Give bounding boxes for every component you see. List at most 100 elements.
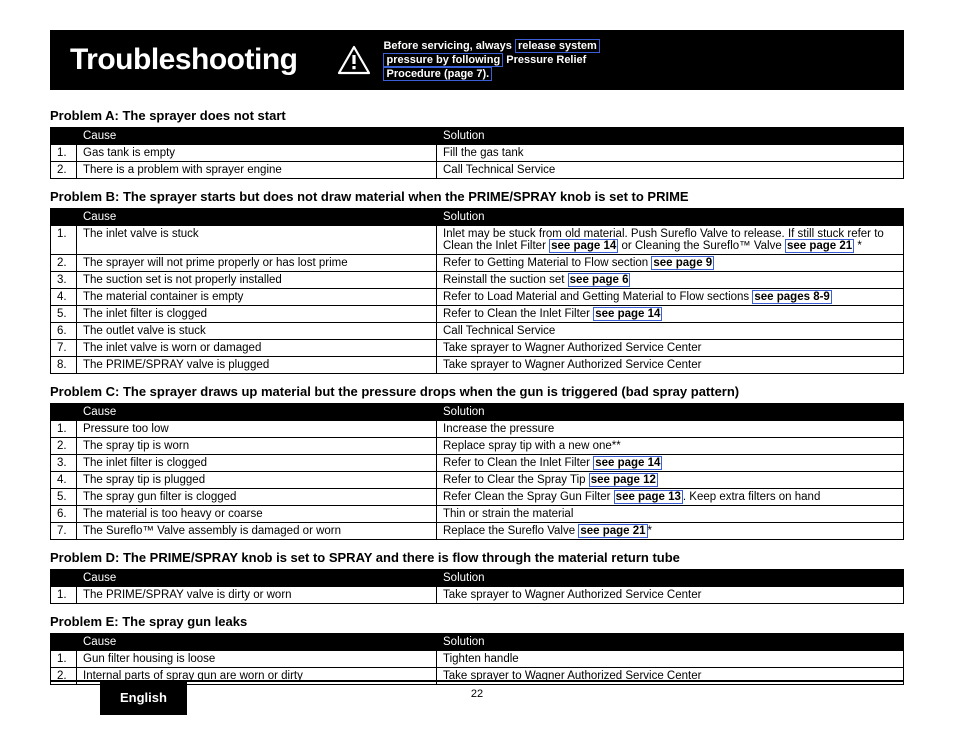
col-num <box>51 634 77 651</box>
solution-cell: Replace the Sureflo Valve see page 21* <box>437 523 904 540</box>
header-warning-text: Before servicing, always release system … <box>383 39 599 82</box>
cause-cell: Gun filter housing is loose <box>77 651 437 668</box>
col-num <box>51 404 77 421</box>
page-ref-link[interactable]: see page 14 <box>593 456 662 470</box>
table-row: 2.There is a problem with sprayer engine… <box>51 162 904 179</box>
cause-cell: The material container is empty <box>77 289 437 306</box>
solution-cell: Take sprayer to Wagner Authorized Servic… <box>437 340 904 357</box>
problem-a-table: Cause Solution 1.Gas tank is emptyFill t… <box>50 127 904 179</box>
problem-e-table: Cause Solution 1.Gun filter housing is l… <box>50 633 904 685</box>
row-number: 7. <box>51 523 77 540</box>
warning-link[interactable]: release system <box>515 39 600 53</box>
cause-cell: The spray tip is worn <box>77 438 437 455</box>
col-cause: Cause <box>77 404 437 421</box>
problem-c-title: Problem C: The sprayer draws up material… <box>50 384 904 399</box>
row-number: 4. <box>51 289 77 306</box>
solution-cell: Replace spray tip with a new one** <box>437 438 904 455</box>
table-row: 3.The inlet filter is cloggedRefer to Cl… <box>51 455 904 472</box>
cause-cell: The PRIME/SPRAY valve is plugged <box>77 357 437 374</box>
row-number: 1. <box>51 421 77 438</box>
row-number: 6. <box>51 323 77 340</box>
col-num <box>51 209 77 226</box>
col-cause: Cause <box>77 634 437 651</box>
page-title: Troubleshooting <box>70 43 297 77</box>
solution-cell: Refer to Load Material and Getting Mater… <box>437 289 904 306</box>
page-ref-link[interactable]: see page 12 <box>589 473 658 487</box>
solution-cell: Call Technical Service <box>437 323 904 340</box>
col-solution: Solution <box>437 209 904 226</box>
row-number: 6. <box>51 506 77 523</box>
solution-cell: Inlet may be stuck from old material. Pu… <box>437 226 904 255</box>
cause-cell: The outlet valve is stuck <box>77 323 437 340</box>
table-row: 5.The inlet filter is cloggedRefer to Cl… <box>51 306 904 323</box>
problem-b-table: Cause Solution 1.The inlet valve is stuc… <box>50 208 904 374</box>
solution-cell: Reinstall the suction set see page 6 <box>437 272 904 289</box>
page-ref-link[interactable]: see page 21 <box>785 239 854 253</box>
cause-cell: The suction set is not properly installe… <box>77 272 437 289</box>
row-number: 2. <box>51 255 77 272</box>
page-ref-link[interactable]: see page 13 <box>614 490 683 504</box>
solution-cell: Refer to Getting Material to Flow sectio… <box>437 255 904 272</box>
page-ref-link[interactable]: see pages 8-9 <box>752 290 831 304</box>
table-row: 1.Gun filter housing is looseTighten han… <box>51 651 904 668</box>
page-footer: 22 English <box>50 680 904 718</box>
cause-cell: The inlet valve is stuck <box>77 226 437 255</box>
warning-text: Before servicing, always <box>383 40 514 52</box>
warning-link[interactable]: Procedure (page 7). <box>383 67 492 81</box>
col-cause: Cause <box>77 570 437 587</box>
cause-cell: The spray tip is plugged <box>77 472 437 489</box>
problem-c-table: Cause Solution 1.Pressure too lowIncreas… <box>50 403 904 540</box>
cause-cell: The PRIME/SPRAY valve is dirty or worn <box>77 587 437 604</box>
problem-b-title: Problem B: The sprayer starts but does n… <box>50 189 904 204</box>
col-solution: Solution <box>437 634 904 651</box>
page-ref-link[interactable]: see page 14 <box>593 307 662 321</box>
table-row: 7.The inlet valve is worn or damagedTake… <box>51 340 904 357</box>
page-ref-link[interactable]: see page 21 <box>578 524 647 538</box>
solution-cell: Increase the pressure <box>437 421 904 438</box>
col-num <box>51 570 77 587</box>
warning-text: Pressure Relief <box>503 54 586 66</box>
page-ref-link[interactable]: see page 9 <box>651 256 714 270</box>
table-row: 4.The spray tip is pluggedRefer to Clear… <box>51 472 904 489</box>
row-number: 1. <box>51 226 77 255</box>
table-row: 1.Pressure too lowIncrease the pressure <box>51 421 904 438</box>
cause-cell: The spray gun filter is clogged <box>77 489 437 506</box>
col-solution: Solution <box>437 128 904 145</box>
col-cause: Cause <box>77 128 437 145</box>
cause-cell: The sprayer will not prime properly or h… <box>77 255 437 272</box>
solution-cell: Refer to Clean the Inlet Filter see page… <box>437 455 904 472</box>
cause-cell: The Sureflo™ Valve assembly is damaged o… <box>77 523 437 540</box>
solution-cell: Take sprayer to Wagner Authorized Servic… <box>437 357 904 374</box>
row-number: 1. <box>51 587 77 604</box>
problem-d-title: Problem D: The PRIME/SPRAY knob is set t… <box>50 550 904 565</box>
row-number: 4. <box>51 472 77 489</box>
solution-cell: Refer Clean the Spray Gun Filter see pag… <box>437 489 904 506</box>
page-ref-link[interactable]: see page 6 <box>568 273 631 287</box>
solution-cell: Call Technical Service <box>437 162 904 179</box>
col-solution: Solution <box>437 404 904 421</box>
table-row: 6.The outlet valve is stuckCall Technica… <box>51 323 904 340</box>
cause-cell: Gas tank is empty <box>77 145 437 162</box>
col-solution: Solution <box>437 570 904 587</box>
col-cause: Cause <box>77 209 437 226</box>
row-number: 5. <box>51 489 77 506</box>
problem-a-title: Problem A: The sprayer does not start <box>50 108 904 123</box>
warning-icon <box>337 45 371 75</box>
page-ref-link[interactable]: see page 14 <box>549 239 618 253</box>
problem-d-table: Cause Solution 1.The PRIME/SPRAY valve i… <box>50 569 904 604</box>
cause-cell: The inlet filter is clogged <box>77 306 437 323</box>
row-number: 8. <box>51 357 77 374</box>
solution-cell: Refer to Clear the Spray Tip see page 12 <box>437 472 904 489</box>
warning-link[interactable]: pressure by following <box>383 53 503 67</box>
table-row: 3.The suction set is not properly instal… <box>51 272 904 289</box>
solution-cell: Refer to Clean the Inlet Filter see page… <box>437 306 904 323</box>
cause-cell: The inlet valve is worn or damaged <box>77 340 437 357</box>
table-row: 7.The Sureflo™ Valve assembly is damaged… <box>51 523 904 540</box>
cause-cell: The inlet filter is clogged <box>77 455 437 472</box>
cause-cell: There is a problem with sprayer engine <box>77 162 437 179</box>
table-row: 8.The PRIME/SPRAY valve is pluggedTake s… <box>51 357 904 374</box>
table-row: 5.The spray gun filter is cloggedRefer C… <box>51 489 904 506</box>
problem-e-title: Problem E: The spray gun leaks <box>50 614 904 629</box>
col-num <box>51 128 77 145</box>
row-number: 2. <box>51 438 77 455</box>
